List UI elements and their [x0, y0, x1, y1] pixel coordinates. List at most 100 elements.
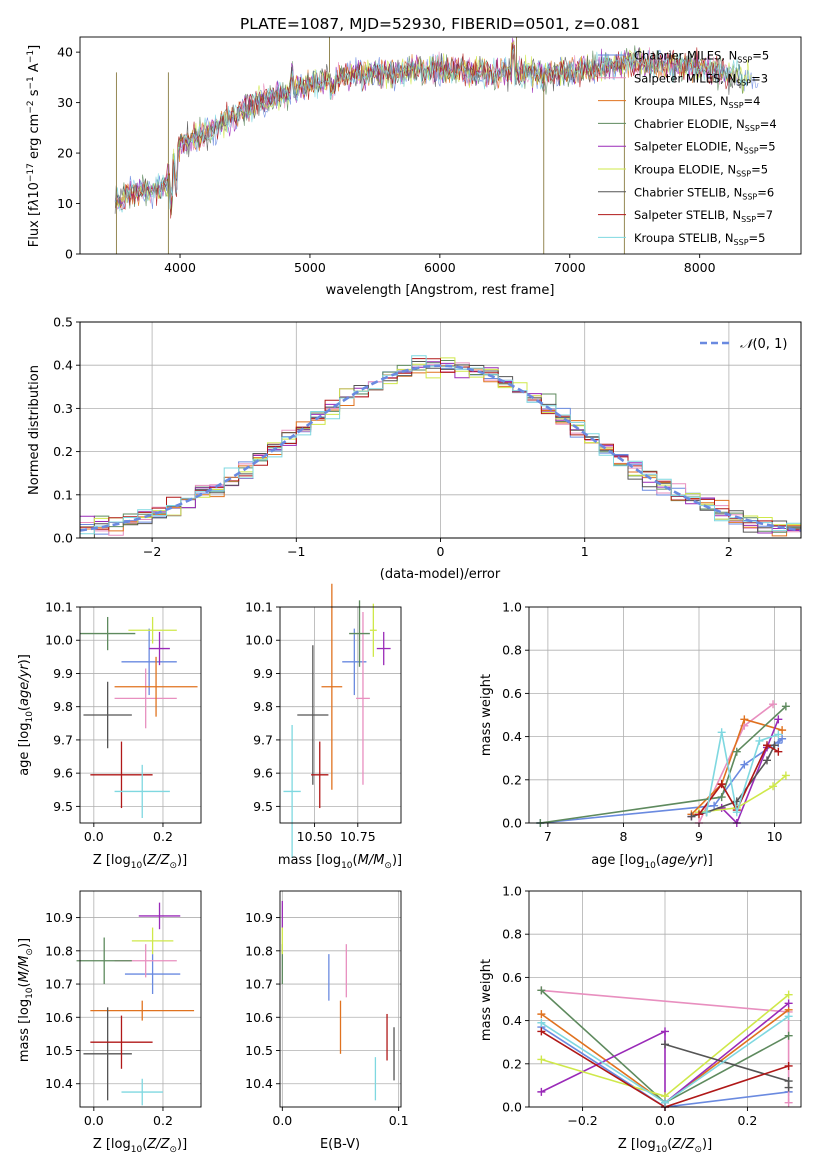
- x-tick-label: 0.2: [153, 1113, 173, 1128]
- legend-label: Salpeter ELODIE, NSSP=5: [634, 140, 776, 156]
- age-vs-mass-xlabel: mass [log10(M/M⊙)]: [278, 853, 402, 871]
- age-vs-mass-panel: 10.50 10.75 9.5 9.6 9.7 9.8 9.9 10.0 10.1 mass […: [245, 583, 402, 871]
- x-tick-label: 4000: [164, 260, 196, 275]
- y-tick-label: 10.6: [245, 1010, 273, 1025]
- legend-subscript: SSP: [745, 124, 760, 133]
- plot-frame: [528, 606, 802, 824]
- mass-weight-marker: [784, 1098, 793, 1107]
- x-tick-label: 0.1: [389, 1113, 409, 1128]
- mass-weight-marker: [717, 793, 726, 802]
- x-tick-label: 5000: [294, 260, 326, 275]
- legend-label: Chabrier STELIB, NSSP=6: [634, 185, 774, 201]
- legend-count: =5: [749, 231, 766, 245]
- mass-weight-Z-ylabel: mass weight: [479, 959, 494, 1041]
- mass-weight-line: [698, 774, 787, 813]
- x-tick-label: 0.0: [84, 829, 104, 844]
- x-tick-label: 10.50: [297, 829, 333, 844]
- x-tick-label: 8: [619, 829, 627, 844]
- mass-weight-marker: [784, 1012, 793, 1021]
- legend-subscript: SSP: [741, 215, 756, 224]
- legend-count: =3: [751, 71, 768, 85]
- mass-weight-marker: [732, 747, 741, 756]
- x-tick-label: 7: [544, 829, 552, 844]
- y-tick-label: 10.7: [245, 977, 273, 992]
- x-tick-label: 10.75: [340, 829, 376, 844]
- y-tick-label: 20: [57, 146, 73, 161]
- y-tick-label: 0.4: [53, 358, 73, 373]
- mass-weight-marker: [537, 1087, 546, 1096]
- y-tick-label: 1.0: [502, 884, 522, 899]
- y-tick-label: 10.1: [45, 600, 73, 615]
- y-tick-label: 10: [57, 196, 73, 211]
- y-tick-label: 10.5: [245, 1043, 273, 1058]
- y-tick-label: 9.5: [53, 799, 73, 814]
- x-tick-label: 0: [437, 544, 445, 559]
- mass-weight-marker: [695, 810, 703, 819]
- mass-weight-marker: [710, 801, 719, 810]
- plot-frame: [79, 890, 202, 1108]
- mass-weight-Z-plot: −0.2 0.0 0.2 0.0 0.2 0.4 0.6 0.8 1.0: [502, 884, 802, 1128]
- y-tick-label: 10.8: [45, 943, 73, 958]
- mass-weight-line: [541, 1002, 790, 1105]
- mass-weight-marker: [763, 756, 771, 765]
- legend-count: =5: [759, 140, 776, 154]
- x-tick-label: −2: [143, 544, 161, 559]
- y-tick-label: 10.7: [45, 977, 73, 992]
- y-tick-label: 9.7: [53, 732, 73, 747]
- mass-weight-marker: [763, 741, 771, 750]
- y-tick-label: 10.9: [45, 910, 73, 925]
- legend-count: =6: [757, 185, 774, 199]
- mass-weight-Z-xlabel: Z [log10(Z/Z⊙)]: [618, 1137, 712, 1155]
- mass-weight-marker: [537, 1018, 546, 1027]
- mass-vs-Z-plot: 0.0 0.2 10.4 10.5 10.6 10.7 10.8 10.9: [45, 890, 202, 1128]
- legend-subscript: SSP: [737, 56, 752, 65]
- residual-legend: 𝒩(0, 1): [700, 337, 787, 352]
- y-tick-label: 9.8: [53, 699, 73, 714]
- mass-weight-marker: [784, 999, 793, 1008]
- legend-label: Kroupa STELIB, NSSP=5: [634, 231, 765, 247]
- mass-weight-marker: [778, 726, 787, 735]
- mass-vs-Z-panel: 0.0 0.2 10.4 10.5 10.6 10.7 10.8 10.9 Z [log10(…: [17, 890, 202, 1155]
- mass-weight-marker: [717, 780, 726, 789]
- y-tick-label: 0.0: [502, 1100, 522, 1115]
- mass-weight-marker: [781, 771, 790, 780]
- mass-weight-marker: [740, 715, 749, 724]
- age-vs-Z-xlabel: Z [log10(Z/Z⊙)]: [93, 853, 187, 871]
- spectrum-xlabel: wavelength [Angstrom, rest frame]: [326, 283, 555, 298]
- y-tick-label: 10.4: [45, 1076, 73, 1091]
- mass-weight-marker: [702, 808, 711, 817]
- mass-weight-marker: [661, 1027, 669, 1036]
- mass-weight-marker: [537, 986, 546, 995]
- normal-curve: [79, 364, 802, 532]
- age-vs-Z-ylabel: age [log10(age/yr)]: [17, 654, 35, 776]
- legend-subscript: SSP: [744, 147, 759, 156]
- x-tick-label: 1: [581, 544, 589, 559]
- y-tick-label: 0.2: [53, 444, 73, 459]
- figure-title: PLATE=1087, MJD=52930, FIBERID=0501, z=0…: [240, 15, 640, 33]
- residual-xlabel: (data-model)/error: [380, 567, 501, 582]
- mass-weight-marker: [661, 1040, 669, 1049]
- legend-subscript: SSP: [734, 238, 749, 247]
- y-tick-label: 9.6: [253, 766, 273, 781]
- legend-label: Salpeter MILES, NSSP=3: [634, 71, 768, 87]
- spectrum-ylabel: Flux [fλ10−17 erg cm−2 s−1 A−1]: [26, 45, 42, 247]
- residual-axes: −2 −1 0 1 2 0.0 0.1 0.2 0.3 0.4 0.5: [53, 315, 802, 559]
- x-tick-label: 10: [767, 829, 783, 844]
- y-tick-label: 0.0: [53, 531, 73, 546]
- y-tick-label: 9.5: [253, 799, 273, 814]
- y-tick-label: 0.5: [53, 315, 73, 330]
- y-tick-label: 0: [65, 247, 73, 262]
- x-tick-label: 0.2: [737, 1113, 757, 1128]
- mass-weight-age-ylabel: mass weight: [479, 674, 494, 756]
- age-vs-Z-plot: 0.0 0.2 9.5 9.6 9.7 9.8 9.9 10.0 10.1: [45, 600, 202, 844]
- x-tick-label: 2: [725, 544, 733, 559]
- mass-vs-EBV-plot: 0.0 0.1 10.4 10.5 10.6 10.7 10.8 10.9: [245, 890, 409, 1128]
- plot-background: [529, 607, 801, 823]
- x-tick-label: 0.0: [655, 1113, 675, 1128]
- mass-weight-marker: [769, 782, 778, 791]
- legend-label: Chabrier ELODIE, NSSP=4: [634, 117, 777, 133]
- mass-weight-Z-panel: −0.2 0.0 0.2 0.0 0.2 0.4 0.6 0.8 1.0 Z [log10(Z/…: [479, 884, 802, 1155]
- legend-subscript: SSP: [736, 78, 751, 87]
- x-tick-label: 7000: [554, 260, 586, 275]
- legend-label: Salpeter STELIB, NSSP=7: [634, 208, 773, 224]
